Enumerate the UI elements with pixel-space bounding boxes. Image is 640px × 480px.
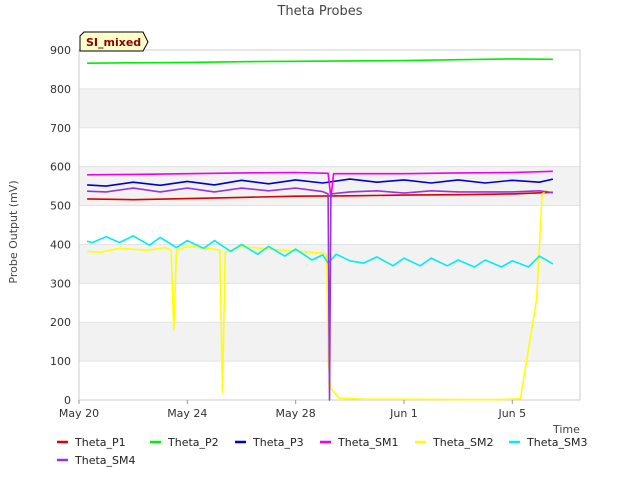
y-tick-label: 400 bbox=[50, 238, 71, 251]
y-tick-label: 100 bbox=[50, 355, 71, 368]
y-tick-label: 700 bbox=[50, 122, 71, 135]
legend-label: Theta_SM2 bbox=[432, 436, 493, 449]
legend-label: Theta_P2 bbox=[167, 436, 219, 449]
x-tick-label: Jun 5 bbox=[497, 407, 526, 420]
legend-label: Theta_P3 bbox=[252, 436, 304, 449]
station-badge: SI_mixed bbox=[79, 31, 149, 52]
series-layer bbox=[86, 58, 554, 401]
y-tick-label: 0 bbox=[64, 394, 71, 407]
series-line-theta-sm2 bbox=[87, 189, 548, 401]
legend-label: Theta_SM4 bbox=[74, 454, 135, 467]
series-line-theta-sm3 bbox=[86, 235, 554, 268]
y-tick-label: 600 bbox=[50, 161, 71, 174]
series-line-theta-p1 bbox=[87, 191, 553, 201]
legend: Theta_P1 Theta_P2 Theta_P3 Theta_SM1 Theta_S… bbox=[57, 436, 587, 467]
series-line-theta-sm4 bbox=[87, 187, 554, 401]
x-axis-title: Time bbox=[552, 423, 580, 436]
y-tick-labels: 0 100 200 300 400 500 600 700 800 900 bbox=[50, 44, 71, 407]
grid-band bbox=[79, 88, 580, 128]
legend-label: Theta_SM3 bbox=[526, 436, 587, 449]
series-line-theta-p3 bbox=[87, 178, 554, 187]
y-tick-label: 300 bbox=[50, 277, 71, 290]
x-tick-label: May 24 bbox=[167, 407, 207, 420]
x-tick-label: May 28 bbox=[276, 407, 316, 420]
grid-band bbox=[79, 244, 580, 284]
legend-label: Theta_P1 bbox=[74, 436, 126, 449]
station-badge-shape bbox=[79, 31, 149, 52]
x-tick-label: Jun 1 bbox=[389, 407, 418, 420]
series-line-theta-p2 bbox=[87, 58, 553, 64]
y-tick-label: 500 bbox=[50, 200, 71, 213]
y-tick-label: 900 bbox=[50, 44, 71, 57]
y-axis-title: Probe Output (mV) bbox=[7, 180, 20, 283]
x-tick-label: May 20 bbox=[59, 407, 99, 420]
y-tick-label: 800 bbox=[50, 83, 71, 96]
y-tick-label: 200 bbox=[50, 316, 71, 329]
station-badge-label: SI_mixed bbox=[86, 36, 141, 49]
legend-label: Theta_SM1 bbox=[337, 436, 398, 449]
x-tick-labels: May 20 May 24 May 28 Jun 1 Jun 5 bbox=[59, 400, 526, 420]
chart-title: Theta Probes bbox=[276, 4, 362, 19]
